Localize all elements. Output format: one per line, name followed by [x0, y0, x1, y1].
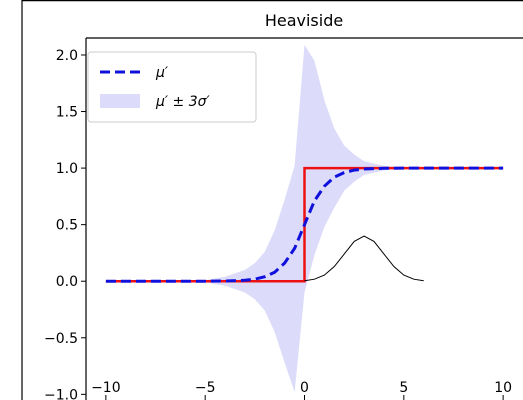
y-tick-label: −1.0: [44, 387, 78, 400]
x-tick-label: −5: [195, 380, 216, 396]
x-tick-label: −10: [91, 380, 121, 396]
y-tick-label: 0.5: [56, 218, 78, 234]
x-tick-label: 5: [399, 380, 408, 396]
chart-title: Heaviside: [265, 11, 343, 30]
y-tick-label: 1.0: [56, 161, 78, 177]
legend: μ′ μ′ ± 3σ′: [87, 51, 257, 123]
x-tick-label: 10: [494, 380, 512, 396]
y-tick-label: 2.0: [56, 48, 78, 64]
y-tick-label: 0.0: [56, 274, 78, 290]
legend-label-band: μ′ ± 3σ′: [155, 94, 210, 110]
legend-frame: [87, 51, 257, 123]
y-tick-label: −0.5: [44, 331, 78, 347]
x-tick-label: 0: [300, 380, 309, 396]
bump-curve-line: [304, 235, 424, 282]
mean-dashed-line: [105, 166, 504, 283]
legend-swatch-band: [100, 94, 140, 108]
legend-label-mu: μ′: [155, 65, 169, 81]
y-tick-label: 1.5: [56, 105, 78, 121]
